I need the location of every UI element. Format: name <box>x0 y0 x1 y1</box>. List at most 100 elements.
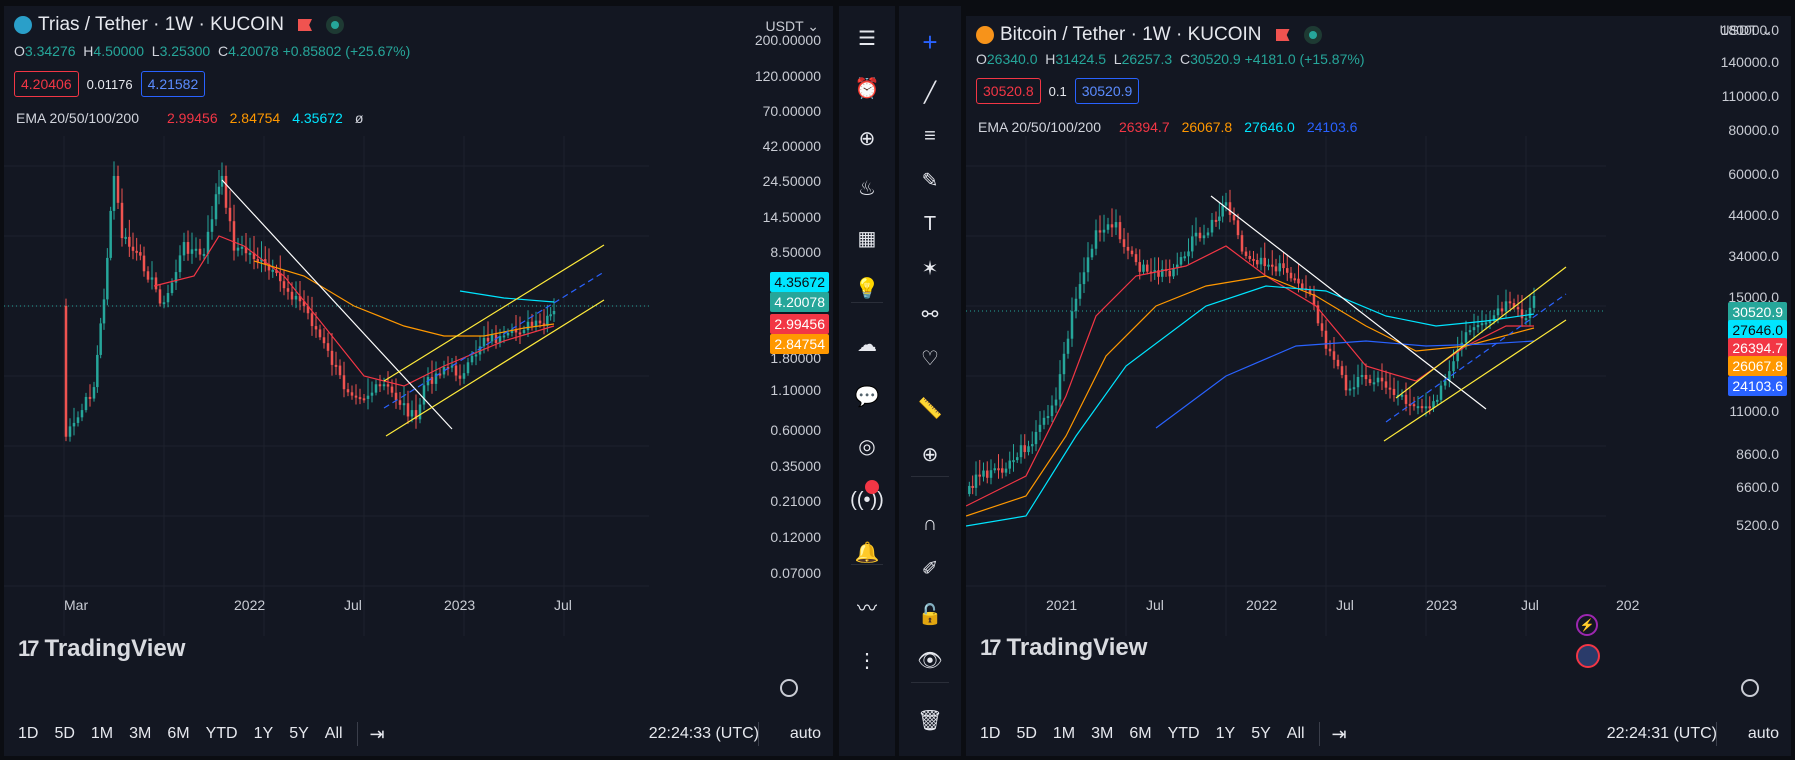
price-axis-label[interactable]: 0.35000 <box>770 458 821 474</box>
price-axis-label[interactable]: 110000.0 <box>1721 88 1779 104</box>
time-axis-label[interactable]: 2021 <box>1046 597 1078 613</box>
range-button-ytd[interactable]: YTD <box>1167 725 1200 742</box>
time-axis-label[interactable]: 2022 <box>1246 597 1278 613</box>
ruler-icon[interactable]: 📏 <box>917 397 943 420</box>
price-axis-label[interactable]: 44000.0 <box>1728 207 1779 223</box>
settings-gear-icon[interactable] <box>1741 679 1759 697</box>
time-axis-label[interactable]: Jul <box>1336 597 1354 613</box>
alarm-clock-icon[interactable]: ⏰ <box>854 77 880 100</box>
price-axis-label[interactable]: 6600.0 <box>1736 479 1779 495</box>
eye-icon[interactable]: 👁 <box>917 649 943 672</box>
time-axis-label[interactable]: Jul <box>554 597 572 613</box>
price-axis-label[interactable]: 42.00000 <box>762 138 821 154</box>
indicator-wave-icon[interactable]: 〰 <box>857 597 877 620</box>
price-axis-label[interactable]: 1.80000 <box>770 350 821 366</box>
watchlist-icon[interactable]: ☰ <box>858 27 876 50</box>
price-axis-label[interactable]: 140000.0 <box>1720 54 1779 70</box>
currency-select[interactable]: USDT ⌄ <box>765 18 819 34</box>
price-axis-label[interactable]: 8.50000 <box>770 244 821 260</box>
hotlist-fire-icon[interactable]: ♨ <box>858 177 876 200</box>
price-axis-label[interactable]: 15000.0 <box>1728 289 1779 305</box>
settings-gear-icon[interactable] <box>780 679 798 697</box>
range-button-all[interactable]: All <box>324 725 343 742</box>
price-chart-canvas[interactable] <box>966 136 1706 681</box>
flag-icon[interactable] <box>297 19 312 31</box>
currency-select[interactable]: USDT ⌄ <box>1719 22 1773 38</box>
clock[interactable]: 22:24:31 (UTC) <box>1606 725 1717 742</box>
ema-legend[interactable]: EMA 20/50/100/200 26394.7 26067.8 27646.… <box>978 119 1358 135</box>
clock[interactable]: 22:24:33 (UTC) <box>648 725 759 742</box>
price-axis-label[interactable]: 120.00000 <box>754 68 821 84</box>
favorite-heart-icon[interactable]: ♡ <box>921 347 939 370</box>
ema-legend[interactable]: EMA 20/50/100/200 2.99456 2.84754 4.3567… <box>16 110 364 126</box>
symbol-header[interactable]: Bitcoin / Tether · 1W · KUCOIN <box>976 24 1322 46</box>
calendar-icon[interactable]: ▦ <box>857 227 877 250</box>
tradingview-logo[interactable]: 17 TradingView <box>18 635 186 662</box>
trend-line-icon[interactable]: ╱ <box>923 81 937 104</box>
zoom-in-icon[interactable]: ⊕ <box>921 443 939 466</box>
range-button-5y[interactable]: 5Y <box>1251 725 1271 742</box>
flag-icon[interactable] <box>1275 29 1290 41</box>
lightning-event-icon[interactable]: ⚡ <box>1576 614 1598 636</box>
range-button-1d[interactable]: 1D <box>18 725 39 742</box>
goto-date-icon[interactable]: ⇥ <box>1331 723 1347 744</box>
time-axis-label[interactable]: Mar <box>64 597 89 613</box>
symbol-header[interactable]: Trias / Tether · 1W · KUCOIN <box>14 14 344 36</box>
price-axis-label[interactable]: 1.10000 <box>770 382 821 398</box>
streams-icon[interactable]: ((•)) <box>850 488 884 511</box>
time-axis-label[interactable]: 202 <box>1616 597 1640 613</box>
trash-icon[interactable]: 🗑 <box>917 709 943 732</box>
price-axis-label[interactable]: 80000.0 <box>1728 122 1779 138</box>
magnet-icon[interactable]: ∩ <box>922 512 938 535</box>
price-chart-canvas[interactable] <box>4 136 734 681</box>
price-axis-label[interactable]: 0.60000 <box>770 422 821 438</box>
price-axis-label[interactable]: 24.50000 <box>762 173 821 189</box>
price-axis-label[interactable]: 5200.0 <box>1736 517 1779 533</box>
buy-price-button[interactable]: 30520.9 <box>1074 78 1140 104</box>
auto-scale-button[interactable]: auto <box>1747 725 1779 742</box>
crosshair-icon[interactable]: + <box>922 26 938 57</box>
brush-icon[interactable]: ✎ <box>921 169 939 192</box>
price-axis-label[interactable]: 0.21000 <box>770 493 821 509</box>
symbol-title[interactable]: Trias / Tether · 1W · KUCOIN <box>38 14 284 35</box>
sell-price-button[interactable]: 4.20406 <box>14 71 79 97</box>
time-axis-label[interactable]: 2023 <box>1426 597 1458 613</box>
chat-bubbles-icon[interactable]: 💬 <box>854 385 880 408</box>
price-axis-label[interactable]: 34000.0 <box>1728 248 1779 264</box>
range-button-3m[interactable]: 3M <box>1091 725 1114 742</box>
unlock-icon[interactable]: 🔓 <box>917 603 943 626</box>
range-button-1m[interactable]: 1M <box>90 725 114 742</box>
price-axis-label[interactable]: 0.07000 <box>770 565 821 581</box>
tradingview-logo[interactable]: 17 TradingView <box>980 634 1148 661</box>
price-axis-label[interactable]: 200.00000 <box>754 32 821 48</box>
more-dots-icon[interactable]: ⋮ <box>857 649 877 672</box>
price-axis-label[interactable]: 60000.0 <box>1728 166 1779 182</box>
buy-price-button[interactable]: 4.21582 <box>140 71 206 97</box>
auto-scale-button[interactable]: auto <box>789 725 821 742</box>
symbol-title[interactable]: Bitcoin / Tether · 1W · KUCOIN <box>1000 24 1262 45</box>
range-button-1m[interactable]: 1M <box>1052 725 1076 742</box>
range-button-5y[interactable]: 5Y <box>289 725 309 742</box>
time-axis-label[interactable]: Jul <box>1521 597 1539 613</box>
idea-stream-icon[interactable]: ◎ <box>858 435 876 458</box>
range-button-1d[interactable]: 1D <box>980 725 1001 742</box>
time-axis-label[interactable]: Jul <box>1146 597 1164 613</box>
range-button-5d[interactable]: 5D <box>54 725 75 742</box>
range-button-6m[interactable]: 6M <box>167 725 190 742</box>
time-axis-label[interactable]: 2023 <box>444 597 476 613</box>
price-axis-label[interactable]: 0.12000 <box>770 529 821 545</box>
cloud-chat-icon[interactable]: ☁ <box>857 333 877 356</box>
fib-lines-icon[interactable]: ≡ <box>924 124 936 147</box>
sell-price-button[interactable]: 30520.8 <box>976 78 1041 104</box>
us-flag-event-icon[interactable] <box>1576 644 1600 668</box>
goto-date-icon[interactable]: ⇥ <box>369 723 385 744</box>
patterns-icon[interactable]: ✶ <box>921 257 939 280</box>
range-button-6m[interactable]: 6M <box>1129 725 1152 742</box>
price-axis-label[interactable]: 8600.0 <box>1736 446 1779 462</box>
time-axis-label[interactable]: Jul <box>344 597 362 613</box>
range-button-1y[interactable]: 1Y <box>1215 725 1236 742</box>
time-axis-label[interactable]: 2022 <box>234 597 266 613</box>
left-chart-panel[interactable]: Trias / Tether · 1W · KUCOIN USDT ⌄ O 3.3… <box>4 6 833 756</box>
price-axis-label[interactable]: 14.50000 <box>762 209 821 225</box>
